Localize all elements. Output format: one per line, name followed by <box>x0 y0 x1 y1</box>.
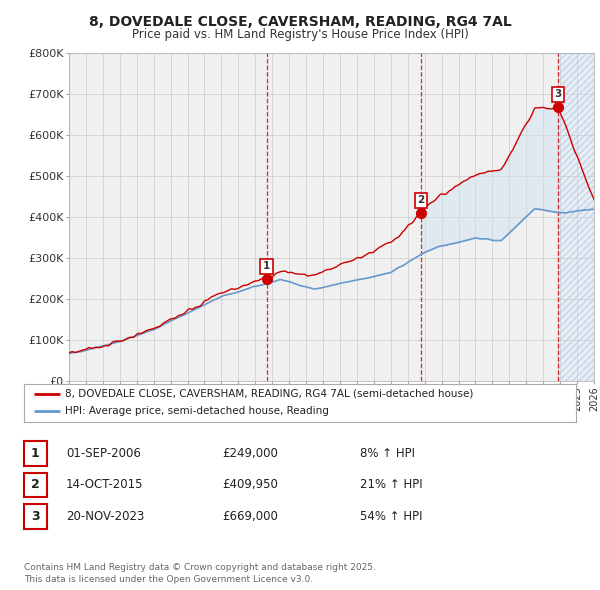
Text: 21% ↑ HPI: 21% ↑ HPI <box>360 478 422 491</box>
Text: 1: 1 <box>31 447 40 460</box>
Bar <box>558 53 594 381</box>
Text: 3: 3 <box>554 89 562 99</box>
Text: Contains HM Land Registry data © Crown copyright and database right 2025.
This d: Contains HM Land Registry data © Crown c… <box>24 563 376 584</box>
Text: £249,000: £249,000 <box>222 447 278 460</box>
Text: 14-OCT-2015: 14-OCT-2015 <box>66 478 143 491</box>
Text: 8% ↑ HPI: 8% ↑ HPI <box>360 447 415 460</box>
Text: 01-SEP-2006: 01-SEP-2006 <box>66 447 141 460</box>
Text: HPI: Average price, semi-detached house, Reading: HPI: Average price, semi-detached house,… <box>65 407 329 417</box>
Text: 8, DOVEDALE CLOSE, CAVERSHAM, READING, RG4 7AL: 8, DOVEDALE CLOSE, CAVERSHAM, READING, R… <box>89 15 511 30</box>
Text: £409,950: £409,950 <box>222 478 278 491</box>
Text: 8, DOVEDALE CLOSE, CAVERSHAM, READING, RG4 7AL (semi-detached house): 8, DOVEDALE CLOSE, CAVERSHAM, READING, R… <box>65 389 474 399</box>
Text: Price paid vs. HM Land Registry's House Price Index (HPI): Price paid vs. HM Land Registry's House … <box>131 28 469 41</box>
Text: 2: 2 <box>31 478 40 491</box>
Text: 54% ↑ HPI: 54% ↑ HPI <box>360 510 422 523</box>
Text: 3: 3 <box>31 510 40 523</box>
Text: 1: 1 <box>263 261 270 271</box>
Text: 2: 2 <box>418 195 425 205</box>
Text: £669,000: £669,000 <box>222 510 278 523</box>
Text: 20-NOV-2023: 20-NOV-2023 <box>66 510 145 523</box>
Bar <box>558 53 594 381</box>
